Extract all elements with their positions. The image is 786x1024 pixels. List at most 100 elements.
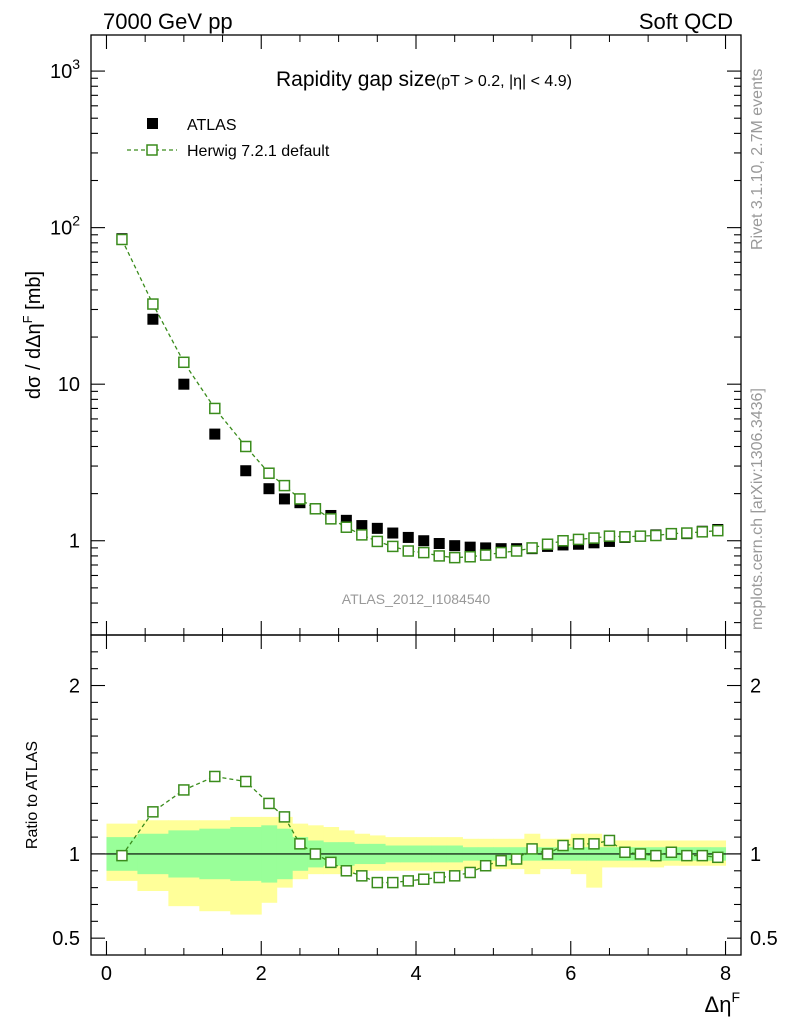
ratio-point <box>325 856 337 869</box>
atlas-point <box>387 527 399 539</box>
ratio-point <box>619 846 631 859</box>
ratio-point <box>371 876 384 889</box>
legend-herwig-label: Herwig 7.2.1 default <box>187 143 330 160</box>
atlas-point <box>371 522 383 534</box>
main-ytick-label: 103 <box>50 56 80 83</box>
herwig-point <box>240 440 252 453</box>
atlas-point <box>449 540 461 552</box>
herwig-point <box>278 479 291 492</box>
atlas-point <box>278 493 290 505</box>
herwig-point <box>634 530 647 542</box>
atlas-point <box>178 378 190 390</box>
herwig-point <box>557 534 569 547</box>
ratio-ytick-label-right: 1 <box>750 844 761 866</box>
ratio-point <box>240 775 252 788</box>
main-ytick-label: 1 <box>69 531 80 553</box>
ratio-panel: 2 2 1 1 0.5 0.5 Ratio to ATLAS <box>24 634 778 956</box>
rivet-version-label: Rivet 3.1.10, 2.7M events <box>749 69 766 250</box>
atlas-point <box>340 514 352 526</box>
ratio-point <box>147 806 159 818</box>
ratio-point <box>417 873 430 885</box>
herwig-point <box>603 530 616 542</box>
ratio-point <box>278 811 291 823</box>
ratio-point <box>209 770 221 783</box>
herwig-point <box>116 233 128 246</box>
x-axis-label: ΔηF <box>705 989 741 1017</box>
ratio-point <box>309 848 322 860</box>
main-ytick-label-exp: 2 <box>72 213 80 229</box>
ratio-point <box>356 870 368 882</box>
ratio-ytick-label: 0.5 <box>52 928 80 950</box>
ratio-point <box>650 849 662 862</box>
atlas-point <box>209 428 221 440</box>
herwig-line <box>121 239 718 559</box>
x-axis-label-sup: F <box>731 989 740 1005</box>
herwig-point <box>209 402 221 415</box>
main-ylabel-unit: [mb] <box>23 271 45 315</box>
main-ytick-label-base: 10 <box>50 61 72 83</box>
herwig-point <box>371 535 384 548</box>
herwig-point <box>402 545 415 557</box>
atlas-point <box>464 541 476 553</box>
x-tick-label: 2 <box>256 963 267 985</box>
herwig-point <box>541 538 554 550</box>
main-title: Rapidity gap size(pT > 0.2, |η| < 4.9) <box>276 68 572 91</box>
herwig-point <box>510 545 523 557</box>
ratio-point <box>448 870 461 882</box>
main-title-sub: (pT > 0.2, |η| < 4.9) <box>436 73 572 90</box>
ratio-point <box>340 865 353 877</box>
herwig-point <box>712 524 724 537</box>
header-category-label: Soft QCD <box>639 9 733 34</box>
ratio-point <box>263 797 275 810</box>
legend-atlas-label: ATLAS <box>187 117 237 134</box>
herwig-point <box>309 503 322 515</box>
ratio-point <box>557 839 569 852</box>
atlas-point <box>240 465 252 477</box>
ratio-ylabel: Ratio to ATLAS <box>24 741 41 849</box>
ratio-point <box>681 849 693 862</box>
herwig-point <box>696 526 709 538</box>
ratio-ytick-label-right: 0.5 <box>750 928 778 950</box>
main-ylabel-sup: F <box>20 315 35 323</box>
header-energy-label: 7000 GeV pp <box>103 9 233 34</box>
atlas-point <box>147 313 159 325</box>
atlas-point <box>263 483 275 495</box>
herwig-point <box>495 546 507 559</box>
legend-atlas-marker <box>147 118 158 129</box>
herwig-point <box>479 549 492 561</box>
herwig-point <box>340 521 353 533</box>
herwig-point <box>448 551 461 564</box>
atlas-point <box>433 538 445 550</box>
herwig-point <box>588 532 600 544</box>
herwig-point <box>263 467 275 479</box>
ratio-point <box>178 784 190 796</box>
herwig-point <box>294 493 306 505</box>
main-ytick-label-exp: 3 <box>72 56 80 72</box>
herwig-point <box>325 513 337 525</box>
herwig-point <box>387 540 399 553</box>
ratio-point <box>510 853 523 865</box>
x-axis-label-text: Δη <box>705 992 732 1017</box>
ratio-point <box>479 859 492 872</box>
atlas-point <box>402 531 414 543</box>
ratio-point <box>541 848 554 860</box>
atlas-point <box>356 520 368 532</box>
main-ytick-label-base: 10 <box>50 218 72 240</box>
ratio-point <box>588 838 600 850</box>
ratio-point <box>294 838 306 850</box>
atlas-point <box>418 535 430 547</box>
ratio-point <box>433 871 445 884</box>
x-tick-label: 4 <box>410 963 421 985</box>
herwig-point <box>417 546 430 559</box>
herwig-point <box>526 542 538 554</box>
herwig-point <box>464 551 476 563</box>
herwig-point <box>147 298 159 310</box>
legend-herwig-marker <box>146 144 158 156</box>
herwig-point <box>681 527 693 539</box>
main-ytick-label: 10 <box>58 374 80 396</box>
ratio-point <box>696 849 709 862</box>
herwig-point <box>572 533 585 546</box>
herwig-point <box>619 531 631 543</box>
